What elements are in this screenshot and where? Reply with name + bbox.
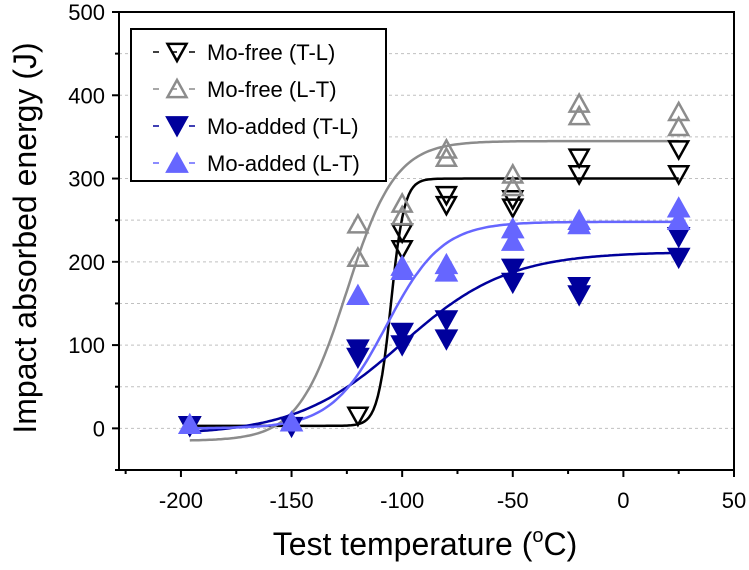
data-points [177,92,691,439]
legend: Mo-free (T-L) Mo-free (L-T) Mo-added (T-L)… [130,28,387,182]
y-tick-label: 100 [68,333,105,358]
legend-label: Mo-added (T-L) [207,114,359,139]
plot-frame [118,11,735,471]
data-point [390,204,414,226]
data-point [346,212,370,234]
data-point [434,329,459,351]
data-point [567,104,591,126]
x-axis-label: Test temperature (oC) [273,525,578,562]
y-tick-label: 400 [68,83,105,108]
data-point [390,335,415,357]
data-point [434,310,459,332]
fit-curve-0 [189,177,679,428]
x-tick-label: -150 [270,488,314,513]
data-point [567,212,591,235]
data-point [500,258,525,280]
data-point [434,146,459,168]
axis-ticks: 0 100 200 300 400 500 -200 -150 -100 -50 0 50 [68,0,746,513]
data-point [500,229,525,251]
data-point [434,195,459,217]
fit-curves [189,139,679,442]
data-point [667,115,691,137]
y-tick-label: 500 [68,0,105,25]
x-tick-label: -100 [380,488,424,513]
legend-label: Mo-free (T-L) [207,40,335,65]
data-point [667,165,691,186]
data-point [501,162,525,184]
data-point [434,137,459,159]
data-point [501,198,525,220]
x-tick-label: -200 [159,488,203,513]
data-point [346,347,370,370]
data-point [390,191,414,213]
data-point [390,322,415,345]
y-axis-label: Impact absorbed energy (J) [7,42,43,433]
data-point [567,285,591,307]
legend-marker [165,116,189,138]
data-point [390,223,414,245]
data-point [500,272,525,295]
data-point [567,92,591,113]
legend-label: Mo-added (L-T) [207,151,360,176]
legend-marker [165,42,189,64]
data-point [346,283,370,305]
data-point [390,258,415,280]
y-tick-label: 300 [68,167,105,192]
data-point [346,406,370,428]
x-tick-label: 50 [722,488,746,513]
fit-curve-1 [189,139,679,442]
fit-curve-3 [189,220,679,430]
data-point [279,410,304,432]
legend-label: Mo-free (L-T) [207,77,337,102]
legend-item: Mo-free (L-T) [150,77,337,102]
x-tick-label: -50 [497,488,529,513]
data-point [666,247,691,270]
data-point [434,260,459,282]
data-point [177,412,202,435]
data-point [501,175,525,197]
data-point [390,240,414,261]
x-tick-label: 0 [617,488,629,513]
legend-marker [165,151,189,173]
legend-item: Mo-added (T-L) [150,114,359,139]
data-point [346,246,370,267]
legend-item: Mo-free (T-L) [150,40,335,65]
legend-item: Mo-added (L-T) [150,151,360,176]
data-point [667,140,691,161]
legend-marker [165,77,189,99]
data-point [666,226,691,249]
data-point [567,148,591,170]
fit-curve-2 [189,251,679,433]
data-point [434,185,459,207]
data-point [567,165,591,186]
data-point [666,208,691,231]
y-tick-label: 0 [93,416,105,441]
y-tick-label: 200 [68,250,105,275]
